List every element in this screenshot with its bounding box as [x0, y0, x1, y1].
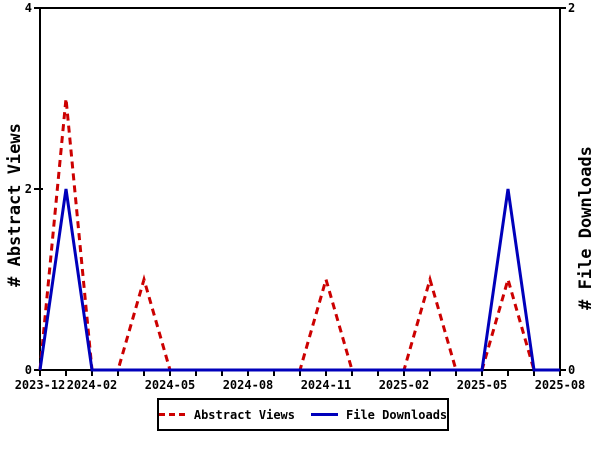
- x-axis-tick-label: 2025-02: [379, 378, 430, 392]
- right-axis-title: # File Downloads: [576, 146, 596, 310]
- abstract-views-line: [38, 98, 560, 372]
- abstract-views-line-swatch: [158, 413, 186, 416]
- right-axis-tick-label: 0: [568, 363, 575, 377]
- left-axis-tick-label: 2: [25, 182, 32, 196]
- x-axis-tick-label: 2025-05: [457, 378, 508, 392]
- right-axis-tick-label: 2: [568, 1, 575, 15]
- x-axis-tick-label: 2024-08: [223, 378, 274, 392]
- chart-legend: Abstract Views File Downloads: [157, 398, 449, 431]
- left-axis-tick-label: 4: [25, 1, 32, 15]
- x-axis-tick-label: 2025-08: [535, 378, 586, 392]
- x-axis-tick-label: 2023-12: [15, 378, 66, 392]
- x-axis-tick-label: 2024-11: [301, 378, 352, 392]
- x-axis-tick-label: 2024-05: [145, 378, 196, 392]
- left-axis-title: # Abstract Views: [5, 123, 25, 287]
- x-axis-tick-label: 2024-02: [67, 378, 118, 392]
- abstract-views-legend-label: Abstract Views: [193, 407, 295, 422]
- plot-border: [39, 7, 561, 371]
- left-axis-tick-label: 0: [25, 363, 32, 377]
- file-downloads-line: [38, 188, 560, 372]
- file-downloads-legend-label: File Downloads: [346, 407, 448, 422]
- file-downloads-line-swatch: [311, 413, 338, 416]
